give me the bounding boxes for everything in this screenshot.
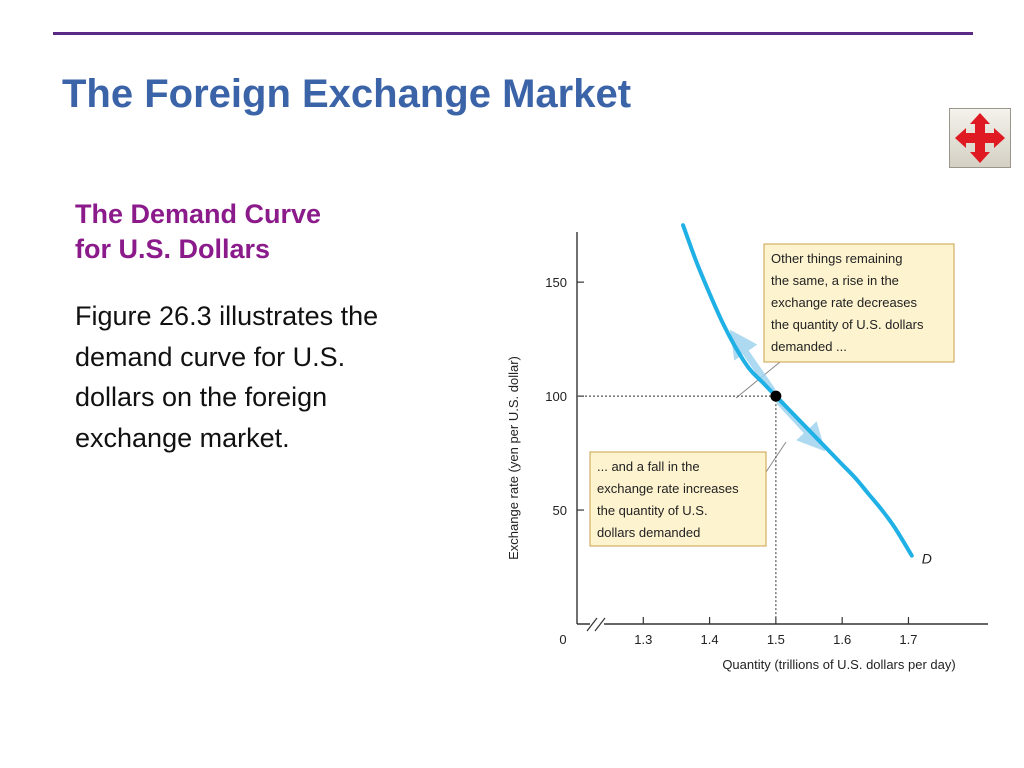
- title-rule: [53, 32, 973, 35]
- annotation-fall: ... and a fall in the exchange rate incr…: [589, 441, 787, 547]
- annotation-fall-line: the quantity of U.S.: [597, 503, 708, 518]
- x-tick-label: 1.5: [767, 632, 785, 647]
- ylabel: Exchange rate (yen per U.S. dollar): [506, 356, 521, 560]
- slide-subtitle: The Demand Curve for U.S. Dollars: [75, 197, 435, 267]
- axis-break-gap: [590, 618, 604, 630]
- subtitle-line-2: for U.S. Dollars: [75, 234, 271, 264]
- slide-body-text: Figure 26.3 illustrates the demand curve…: [75, 301, 379, 453]
- y-tick-label: 150: [545, 275, 567, 290]
- annotation-fall-line: dollars demanded: [597, 525, 700, 540]
- axis-break-mark: [586, 617, 598, 632]
- annotation-fall-line: exchange rate increases: [597, 481, 739, 496]
- annotation-rise-box: [763, 243, 955, 363]
- axis-break-mark: [594, 617, 606, 632]
- equilibrium-point: [770, 390, 782, 402]
- svg-text:Other things remaining t: Other things remaining the same, a rise …: [771, 251, 927, 354]
- x-tick-label: 1.6: [833, 632, 851, 647]
- navigation-button[interactable]: [949, 108, 1011, 168]
- annotation-rise: Other things remaining the same, a rise …: [735, 243, 955, 399]
- annotation-rise-line: exchange rate decreases: [771, 295, 917, 310]
- annotation-rise-line: Other things remaining: [771, 251, 903, 266]
- movement-arrow-up: [729, 329, 776, 394]
- annotation-rise-line: the same, a rise in the: [771, 273, 899, 288]
- annotation-fall-box: [589, 451, 767, 547]
- demand-curve-chart: Other things remaining the same, a rise …: [506, 223, 988, 672]
- y-tick-label: 100: [545, 389, 567, 404]
- x-origin-label: 0: [559, 632, 566, 647]
- annotation-rise-line: the quantity of U.S. dollars: [771, 317, 924, 332]
- slide-title: The Foreign Exchange Market: [62, 72, 632, 116]
- x-tick-label: 1.7: [899, 632, 917, 647]
- svg-text:... and a fall in the ex: ... and a fall in the exchange rate incr…: [597, 459, 742, 540]
- four-way-arrows-icon: [955, 113, 1005, 163]
- subtitle-line-1: The Demand Curve: [75, 199, 322, 229]
- x-tick-label: 1.4: [701, 632, 719, 647]
- demand-curve-line: [681, 223, 914, 558]
- x-tick-label: 1.3: [634, 632, 652, 647]
- annotation-fall-line: ... and a fall in the: [597, 459, 700, 474]
- y-tick-label: 50: [553, 503, 567, 518]
- xlabel: Quantity (trillions of U.S. dollars per …: [722, 657, 955, 672]
- series-label: D: [922, 551, 932, 567]
- annotation-rise-line: demanded ...: [771, 339, 847, 354]
